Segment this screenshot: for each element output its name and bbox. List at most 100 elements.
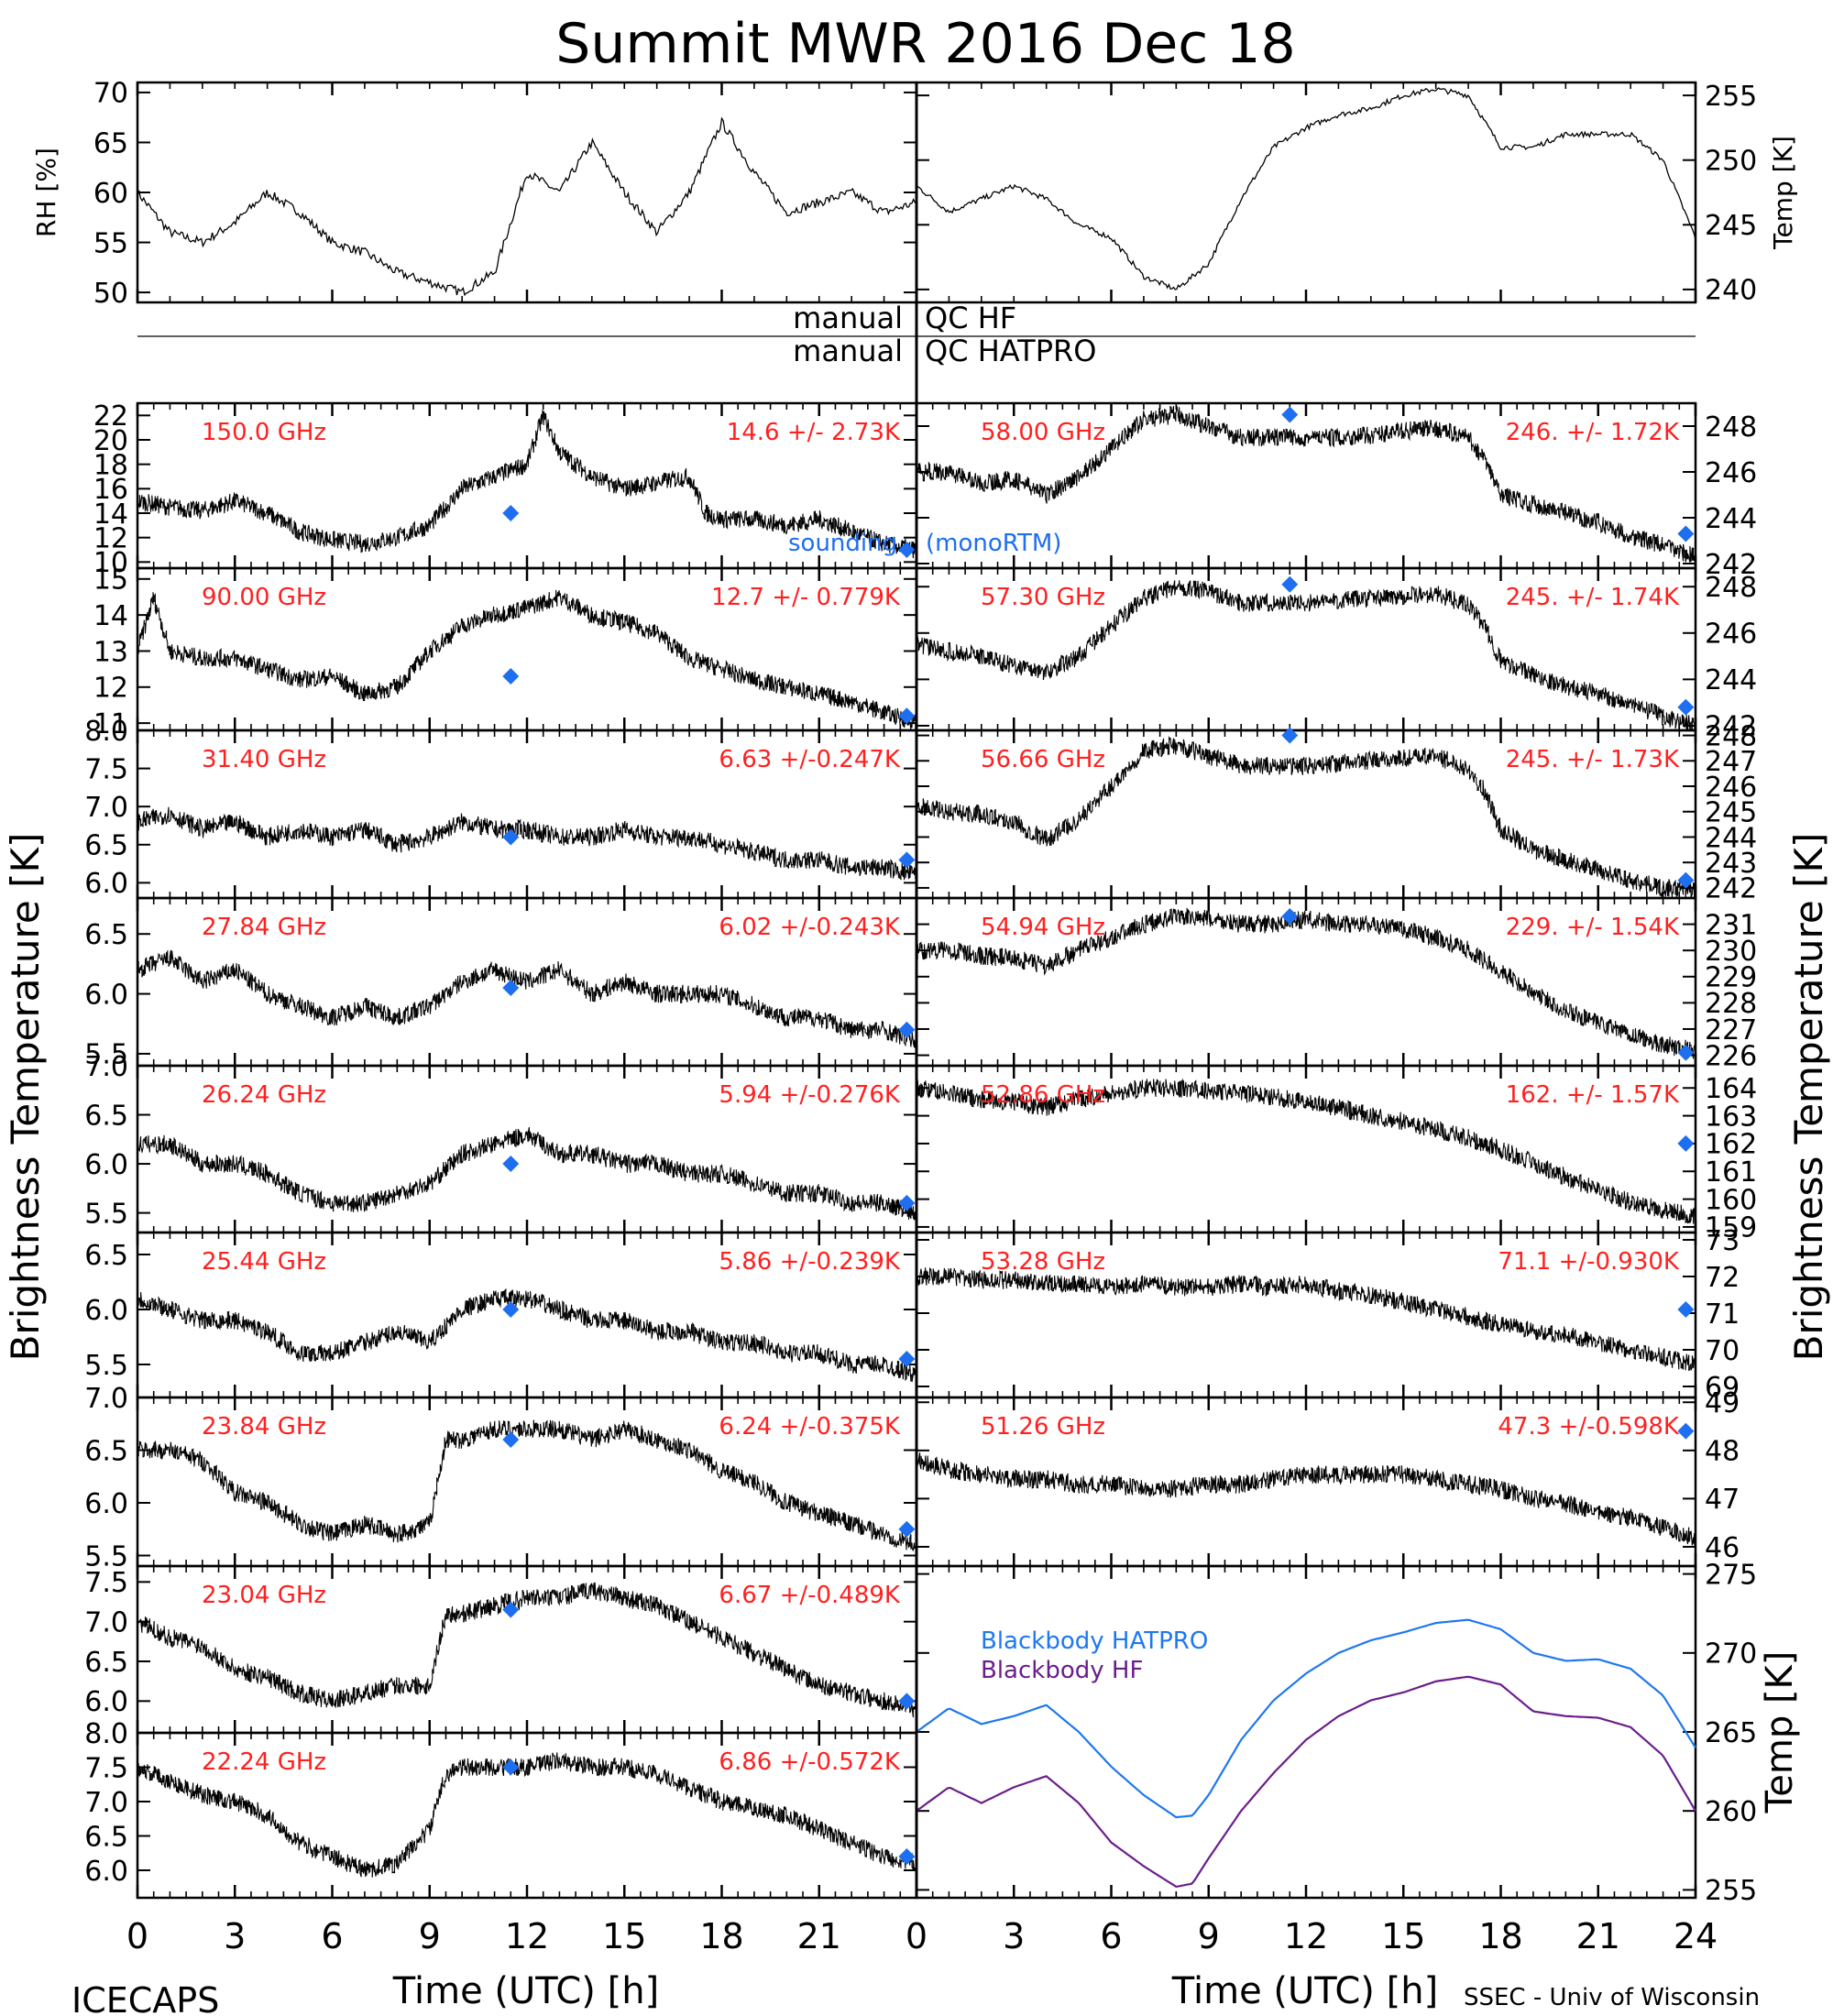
y-ticks-left-27: 5.5 6.0 6.5 xyxy=(84,919,916,1071)
stat-label: 47.3 +/-0.598K xyxy=(1498,1413,1680,1441)
y-tick-label: 230 xyxy=(1705,936,1757,968)
y-tick-label: 8.0 xyxy=(84,1718,128,1750)
y-tick-label: 14 xyxy=(93,499,128,531)
y-tick-label: 69 xyxy=(1705,1372,1740,1404)
y-tick-label: 7.0 xyxy=(84,1383,128,1415)
frequency-label: 90.00 GHz xyxy=(202,584,326,611)
qc-hatpro-left-label: manual xyxy=(793,334,903,368)
blackbody-line-1 xyxy=(916,1675,1696,1889)
frequency-label: 54.94 GHz xyxy=(981,914,1105,941)
rh-x-ticks xyxy=(136,82,918,302)
y-tick-label: 6.0 xyxy=(84,868,128,900)
tb-trace-57_30 xyxy=(916,580,1696,732)
y-tick-label: 163 xyxy=(1705,1101,1757,1133)
x-tick-label: 0 xyxy=(906,1916,927,1956)
y-tick-label: 6.5 xyxy=(84,1647,128,1679)
page-title: Summit MWR 2016 Dec 18 xyxy=(555,12,1295,76)
x-tick-label: 21 xyxy=(797,1916,841,1956)
rh-line xyxy=(137,116,917,297)
y-tick-label: 6.0 xyxy=(84,1295,128,1327)
y-tick-label: 160 xyxy=(1705,1184,1757,1216)
sounding-marker xyxy=(1281,406,1299,423)
y-tick-label: 246 xyxy=(1705,619,1757,651)
x-tick-label: 18 xyxy=(1478,1916,1522,1956)
y-tick-label: 164 xyxy=(1705,1073,1757,1105)
stat-label: 14.6 +/- 2.73K xyxy=(727,419,901,446)
x-tick-label: 15 xyxy=(1381,1916,1425,1956)
stat-label: 245. +/- 1.73K xyxy=(1506,746,1680,773)
blackbody-y-ticks: 255 260 265 270 275 xyxy=(916,1559,1757,1907)
x-tick-label: 9 xyxy=(419,1916,441,1956)
sounding-marker xyxy=(898,1021,916,1038)
sounding-marker xyxy=(898,1194,916,1211)
tb-trace-25 xyxy=(137,1287,917,1382)
y-tick-label: 231 xyxy=(1705,909,1757,941)
y-tick-label: 11 xyxy=(93,708,128,740)
y-tick-label: 275 xyxy=(1705,1559,1757,1591)
footer-ssec: SSEC - Univ of Wisconsin xyxy=(1464,1984,1760,2011)
y-tick-label: 7.0 xyxy=(84,1606,128,1638)
y-tick-label: 13 xyxy=(93,636,128,668)
y-tick-label: 60 xyxy=(93,178,128,210)
y-tick-label: 73 xyxy=(1705,1225,1740,1257)
x-ticks-right-56 xyxy=(915,730,1697,898)
y-tick-label: 255 xyxy=(1705,81,1757,113)
y-ticks-left-23_84: 5.5 6.0 6.5 7.0 xyxy=(84,1383,916,1572)
stat-label: 245. +/- 1.74K xyxy=(1506,584,1680,611)
sounding-marker xyxy=(1677,698,1695,716)
y-tick-label: 246 xyxy=(1705,457,1757,489)
y-tick-label: 229 xyxy=(1705,962,1757,994)
y-ticks-left-26: 5.5 6.0 6.5 7.0 xyxy=(84,1051,916,1230)
y-tick-label: 240 xyxy=(1705,275,1757,307)
blackbody-legend-1: Blackbody HF xyxy=(981,1657,1143,1684)
y-tick-label: 6.5 xyxy=(84,830,128,862)
y-tick-label: 161 xyxy=(1705,1156,1757,1189)
frequency-label: 25.44 GHz xyxy=(202,1248,326,1276)
sounding-marker xyxy=(898,707,916,725)
stat-label: 6.02 +/-0.243K xyxy=(719,914,901,941)
y-tick-label: 8.0 xyxy=(84,716,128,748)
blackbody-x-ticks xyxy=(915,1566,1697,1898)
frequency-label: 27.84 GHz xyxy=(202,914,326,941)
tb-trace-51 xyxy=(916,1452,1696,1546)
x-axis-hour-labels: 0 3 6 9 12 15 18 21 0 3 6 9 12 15 18 21 24 xyxy=(126,1916,1718,1956)
y-tick-label: 242 xyxy=(1705,711,1757,743)
qc-hatpro-right-label: QC HATPRO xyxy=(925,334,1096,368)
frequency-label: 56.66 GHz xyxy=(981,746,1105,773)
y-tick-label: 7.0 xyxy=(84,1787,128,1819)
frequency-label: 57.30 GHz xyxy=(981,584,1105,611)
y-tick-label: 265 xyxy=(1705,1717,1757,1749)
y-tick-label: 255 xyxy=(1705,1875,1757,1907)
y-tick-label: 6.5 xyxy=(84,919,128,951)
stat-label: 71.1 +/-0.930K xyxy=(1498,1248,1680,1276)
x-tick-label: 3 xyxy=(1003,1916,1025,1956)
y-tick-label: 6.0 xyxy=(84,979,128,1011)
tb-trace-27 xyxy=(137,949,917,1048)
y-tick-label: 5.5 xyxy=(84,1540,128,1572)
y-tick-label: 7.5 xyxy=(84,753,128,785)
tb-trace-53 xyxy=(916,1267,1696,1372)
y-tick-label: 227 xyxy=(1705,1014,1757,1046)
sounding-marker xyxy=(502,1301,520,1318)
stat-label: 6.86 +/-0.572K xyxy=(719,1748,901,1776)
stat-label: 6.24 +/-0.375K xyxy=(719,1413,901,1441)
frequency-label: 58.00 GHz xyxy=(981,419,1105,446)
y-tick-label: 6.5 xyxy=(84,1240,128,1272)
y-tick-label: 49 xyxy=(1705,1387,1740,1419)
sounding-marker xyxy=(898,1520,916,1538)
y-tick-label: 6.0 xyxy=(84,1149,128,1181)
y-tick-label: 246 xyxy=(1705,772,1757,804)
blackbody-line-0 xyxy=(916,1618,1696,1819)
y-tick-label: 6.5 xyxy=(84,1435,128,1467)
y-tick-label: 248 xyxy=(1705,411,1757,444)
x-tick-label: 24 xyxy=(1674,1916,1718,1956)
y-tick-label: 159 xyxy=(1705,1212,1757,1244)
sounding-marker xyxy=(1281,575,1299,593)
sounding-marker xyxy=(502,1601,520,1618)
y-axis-title-left: Brightness Temperature [K] xyxy=(3,833,48,1362)
x-axis-title-left: Time (UTC) [h] xyxy=(392,1970,659,2012)
sounding-marker xyxy=(1677,1301,1695,1318)
y-ticks-left-31: 6.0 6.5 7.0 7.5 8.0 xyxy=(84,716,916,900)
